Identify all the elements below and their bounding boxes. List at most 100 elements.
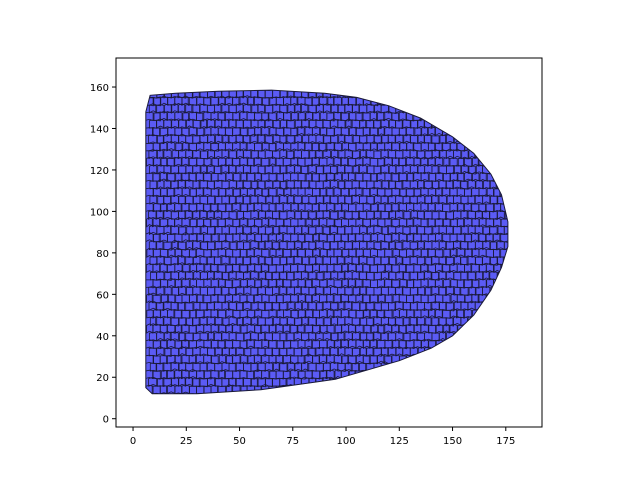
mesh-cell (423, 361, 433, 372)
mesh-cell (500, 323, 508, 334)
mesh-cell (449, 127, 458, 137)
mesh-cell (463, 127, 473, 137)
mesh-cell (146, 156, 154, 167)
x-tick-label: 100 (336, 436, 355, 447)
mesh-cell (332, 385, 342, 394)
mesh-cell (242, 119, 252, 129)
mesh-cell (319, 339, 328, 349)
mesh-cell (491, 157, 502, 167)
mesh-cell (214, 133, 223, 145)
mesh-cell (490, 104, 498, 114)
mesh-cell (497, 361, 505, 372)
mesh-cell (430, 301, 440, 311)
mesh-cell (481, 362, 491, 372)
mesh-cell (349, 127, 357, 137)
mesh-cell (450, 369, 458, 380)
mesh-cell (210, 370, 219, 380)
mesh-cell (441, 385, 451, 394)
mesh-cell (282, 308, 292, 319)
mesh-cell (348, 142, 357, 152)
mesh-cell (464, 370, 473, 380)
mesh-cell (316, 90, 324, 99)
mesh-cell (209, 96, 219, 107)
mesh-cell (424, 226, 433, 236)
mesh-cell (427, 370, 436, 380)
mesh-cell (445, 346, 455, 357)
mesh-cell (403, 210, 411, 221)
mesh-cell (156, 271, 165, 281)
mesh-cell (203, 339, 212, 349)
mesh-cell (184, 270, 194, 281)
mesh-cell (390, 279, 400, 289)
mesh-cell (475, 316, 484, 327)
mesh-cell (492, 112, 502, 122)
mesh-cell (178, 226, 187, 236)
mesh-cell (343, 134, 353, 145)
mesh-cell (417, 90, 426, 99)
mesh-cell (225, 171, 234, 182)
mesh-cell (267, 187, 277, 198)
mesh-cell (416, 316, 426, 327)
mesh-cell (414, 383, 422, 394)
mesh-cell (198, 90, 208, 99)
mesh-cell (497, 90, 505, 99)
mesh-cell (347, 262, 357, 274)
mesh-cell (436, 355, 444, 365)
mesh-cell (369, 385, 379, 394)
mesh-cell (249, 239, 259, 251)
mesh-cell (503, 150, 508, 160)
mesh-cell (156, 255, 165, 266)
mesh-cell (452, 226, 462, 236)
mesh-cell (384, 385, 393, 394)
mesh-cell (334, 142, 342, 152)
mesh-cell (329, 178, 339, 190)
mesh-cell (233, 188, 241, 198)
mesh-cell (421, 384, 429, 394)
mesh-cell (294, 300, 302, 312)
mesh-cell (228, 211, 237, 221)
mesh-cell (340, 127, 350, 137)
mesh-cell (482, 133, 491, 145)
mesh-cell (188, 232, 197, 243)
mesh-cell (170, 361, 179, 372)
mesh-cell (449, 340, 458, 350)
mesh-cell (301, 150, 310, 160)
mesh-cell (392, 369, 400, 380)
mesh-cell (470, 110, 480, 122)
mesh-cell (409, 376, 418, 387)
mesh-cell (475, 270, 484, 281)
mesh-cell (298, 309, 306, 319)
mesh-cell (470, 142, 480, 152)
mesh-cell (323, 317, 331, 327)
mesh-cell (174, 111, 183, 122)
mesh-cell (278, 194, 288, 205)
mesh-cell (462, 110, 473, 122)
mesh-cell (500, 95, 508, 106)
mesh-cell (445, 90, 455, 99)
mesh-cell (430, 90, 440, 99)
mesh-cell (460, 118, 469, 129)
mesh-cell (177, 241, 187, 251)
mesh-cell (312, 111, 321, 122)
mesh-cell (149, 256, 158, 266)
mesh-cell (156, 90, 165, 99)
mesh-cell (278, 363, 288, 373)
mesh-cell (374, 90, 382, 99)
mesh-cell (453, 377, 462, 387)
mesh-cell (471, 324, 480, 334)
mesh-cell (162, 378, 172, 388)
mesh-cell (495, 302, 505, 312)
mesh-cell (463, 308, 473, 319)
mesh-cell (218, 157, 226, 167)
mesh-cell (499, 111, 508, 122)
mesh-cell (296, 248, 306, 258)
mesh-cell (445, 103, 455, 114)
mesh-cell (504, 285, 508, 296)
mesh-cell (475, 179, 484, 190)
mesh-cell (151, 294, 161, 304)
mesh-cell (405, 384, 415, 394)
mesh-cell (153, 187, 161, 197)
mesh-cell (366, 134, 375, 145)
mesh-cell (379, 90, 389, 99)
mesh-cell (180, 278, 190, 289)
